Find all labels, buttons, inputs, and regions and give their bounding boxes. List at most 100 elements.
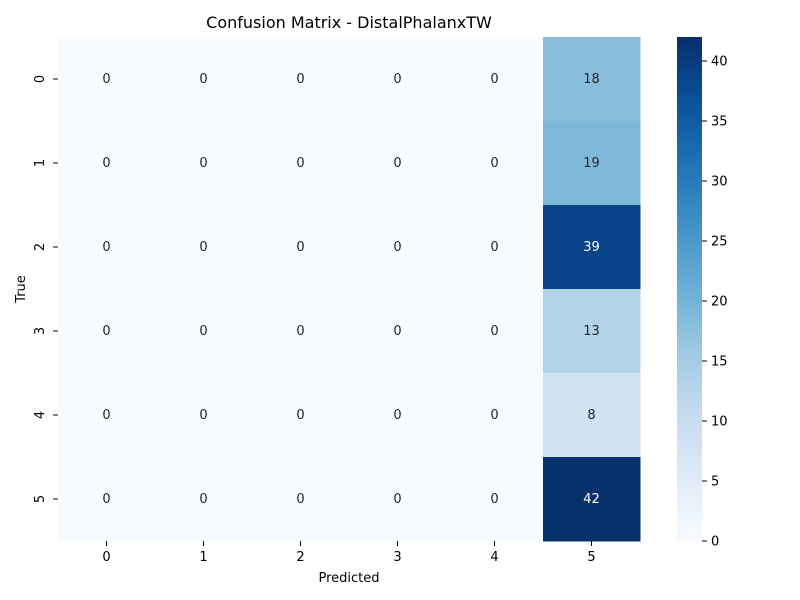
x-tick-label: 4 [490,550,498,565]
heatmap-cell [252,205,350,290]
heatmap-cell [155,121,253,206]
heatmap-cells [58,37,641,542]
cell-value-label: 0 [199,492,207,507]
heatmap-cell [543,457,641,542]
cell-value-label: 0 [393,492,401,507]
x-tick-label: 3 [393,550,401,565]
heatmap-cell [252,457,350,542]
cell-value-label: 0 [393,408,401,423]
heatmap-cell [543,373,641,458]
heatmap-cell [446,205,544,290]
heatmap-cell [543,37,641,122]
x-axis: 0 1 2 3 4 5 [102,541,596,565]
cell-value-label: 18 [583,72,600,87]
x-tick-label: 1 [199,550,207,565]
heatmap-cell [349,289,447,374]
x-tick-label: 2 [296,550,304,565]
cell-value-label: 0 [296,324,304,339]
cell-value-label: 0 [102,408,110,423]
colorbar: 0 5 10 15 20 25 30 35 40 [677,37,728,550]
cell-value-label: 0 [490,72,498,87]
heatmap-cell [58,289,156,374]
cell-value-label: 0 [296,156,304,171]
cell-value-label: 0 [102,324,110,339]
cell-value-label: 0 [199,156,207,171]
cell-value-label: 0 [199,408,207,423]
heatmap-cell [446,121,544,206]
heatmap-cell [58,37,156,122]
y-axis: 0 1 2 3 4 5 [33,75,58,503]
cell-value-label: 39 [583,240,600,255]
x-axis-label: Predicted [318,571,379,586]
heatmap-cell [543,121,641,206]
heatmap-cell [543,205,641,290]
cell-value-label: 13 [583,324,600,339]
cell-value-label: 19 [583,156,600,171]
cell-value-label: 42 [583,492,600,507]
heatmap-cell-labels: 0 0 0 0 0 18 0 0 0 0 0 19 0 0 0 0 0 39 0 0 0 0 0 13 0 0 0 0 0 8 0 0 0 0 0 4… [102,72,599,507]
colorbar-tick-label: 0 [711,535,719,550]
heatmap-cell [446,457,544,542]
x-tick-label: 0 [102,550,110,565]
heatmap-cell [252,373,350,458]
cell-value-label: 8 [587,408,595,423]
cell-value-label: 0 [393,72,401,87]
y-tick-label: 0 [33,75,48,83]
cell-value-label: 0 [490,492,498,507]
heatmap-cell [155,289,253,374]
cell-value-label: 0 [199,240,207,255]
heatmap-cell [349,121,447,206]
cell-value-label: 0 [490,324,498,339]
colorbar-tick-label: 25 [711,235,728,250]
heatmap-cell [155,205,253,290]
y-tick-label: 1 [33,159,48,167]
heatmap-cell [349,373,447,458]
cell-value-label: 0 [199,72,207,87]
heatmap-cell [252,37,350,122]
heatmap-cell [58,373,156,458]
cell-value-label: 0 [102,72,110,87]
x-tick-label: 5 [587,550,595,565]
chart-title: Confusion Matrix - DistalPhalanxTW [206,13,492,32]
colorbar-tick-label: 15 [711,355,728,370]
heatmap-cell [58,121,156,206]
y-tick-label: 5 [33,495,48,503]
heatmap-cell [252,121,350,206]
y-tick-label: 2 [33,243,48,251]
heatmap-cell [155,373,253,458]
cell-value-label: 0 [490,156,498,171]
heatmap-cell [349,37,447,122]
cell-value-label: 0 [102,492,110,507]
heatmap-cell [543,289,641,374]
cell-value-label: 0 [393,240,401,255]
heatmap-cell [446,37,544,122]
heatmap-cell [349,457,447,542]
colorbar-tick-label: 10 [711,415,728,430]
heatmap-cell [446,373,544,458]
cell-value-label: 0 [102,240,110,255]
y-axis-label: True [14,275,29,304]
colorbar-tick-label: 40 [711,55,728,70]
cell-value-label: 0 [296,72,304,87]
cell-value-label: 0 [296,240,304,255]
heatmap-cell [155,37,253,122]
heatmap-cell [58,205,156,290]
cell-value-label: 0 [490,408,498,423]
colorbar-tick-label: 30 [711,175,728,190]
cell-value-label: 0 [490,240,498,255]
cell-value-label: 0 [393,156,401,171]
y-tick-label: 4 [33,411,48,419]
cell-value-label: 0 [393,324,401,339]
heatmap-cell [252,289,350,374]
cell-value-label: 0 [199,324,207,339]
y-tick-label: 3 [33,327,48,335]
colorbar-gradient [677,37,702,541]
colorbar-tick-label: 20 [711,295,728,310]
cell-value-label: 0 [296,408,304,423]
heatmap-cell [58,457,156,542]
cell-value-label: 0 [296,492,304,507]
colorbar-tick-label: 5 [711,475,719,490]
colorbar-tick-label: 35 [711,115,728,130]
cell-value-label: 0 [102,156,110,171]
